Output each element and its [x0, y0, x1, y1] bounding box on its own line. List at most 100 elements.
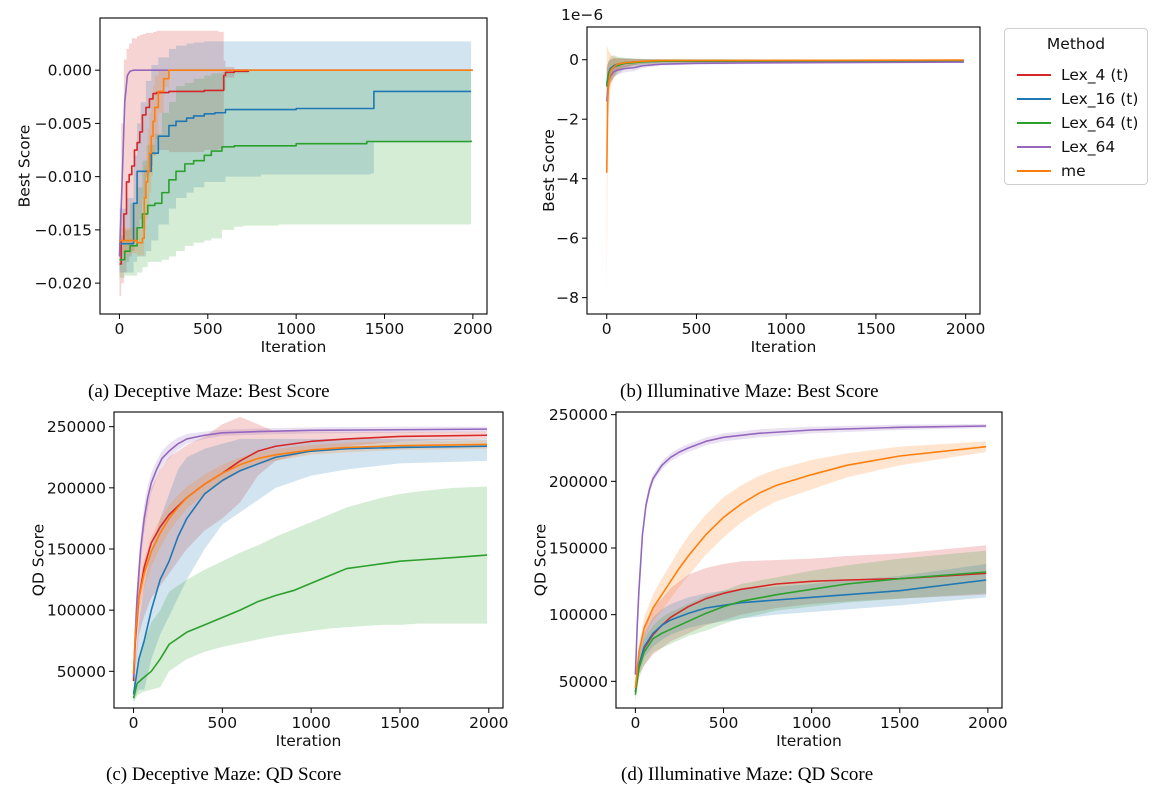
xtick-label-b-1: 500 — [682, 320, 712, 338]
line-lex-16-t-a — [119, 90, 472, 245]
caption-a: (a) Deceptive Maze: Best Score — [88, 381, 330, 402]
ytick-label-b-2: −4 — [556, 170, 579, 188]
ytick-label-b-4: 0 — [569, 51, 579, 69]
ytick-label-d-4: 250000 — [549, 406, 608, 424]
band-lex-64-t-d — [635, 550, 987, 702]
legend-entry-lex64: Lex_64 — [1017, 135, 1115, 159]
legend-title: Method — [1046, 35, 1106, 53]
xtick-label-b-3: 1500 — [856, 320, 895, 338]
legend-entry-me: me — [1017, 159, 1086, 183]
xtick-label-d-2: 1000 — [792, 714, 831, 732]
legend-entry-lex64t: Lex_64 (t) — [1017, 111, 1138, 135]
line-lex-64-d — [634, 425, 987, 675]
chart-d: 0 500 1000 1500 2000 50000 100000 150000 200000 2… — [532, 406, 1008, 750]
legend-swatch-lex64 — [1017, 146, 1051, 148]
legend-swatch-lex64t — [1017, 122, 1051, 124]
xtick-label-d-0: 0 — [630, 714, 640, 732]
band-lex-4-t-a — [119, 30, 249, 296]
line-lex-64-t-c — [132, 554, 488, 699]
chart-c: 0 500 1000 1500 2000 50000 100000 150000 200000 2… — [30, 411, 509, 750]
band-lex-16-t-d — [635, 564, 987, 698]
ylabel-b: Best Score — [540, 129, 558, 212]
xtick-label-a-2: 1000 — [276, 320, 315, 338]
chart-b: 0 500 1000 1500 2000 −8 −6 −4 −2 0 Iteration Best S… — [540, 6, 985, 356]
ytick-label-d-2: 150000 — [549, 540, 608, 558]
line-lex-64-t-a — [119, 140, 472, 261]
line-me-b — [605, 59, 964, 173]
plot-area-a — [118, 30, 473, 296]
ylabel-a: Best Score — [16, 125, 34, 208]
ytick-label-c-1: 100000 — [47, 602, 106, 620]
ytick-label-b-1: −6 — [556, 230, 579, 248]
xtick-label-d-1: 500 — [709, 714, 739, 732]
xtick-label-c-0: 0 — [129, 714, 139, 732]
xtick-label-a-4: 2000 — [453, 320, 492, 338]
plot-area-c — [132, 416, 488, 704]
ytick-label-b-0: −8 — [556, 289, 579, 307]
ytick-label-a-1: −0.015 — [35, 221, 92, 239]
xtick-label-d-3: 1500 — [880, 714, 919, 732]
line-lex-64-a — [118, 69, 473, 257]
band-lex-4-t-d — [635, 545, 987, 698]
axes-frame-c — [113, 411, 504, 709]
xtick-label-c-1: 500 — [208, 714, 238, 732]
plot-area-b — [605, 44, 964, 301]
line-lex-16-t-c — [132, 445, 488, 695]
band-lex-64-b — [606, 61, 964, 117]
legend-label-lex64t: Lex_64 (t) — [1061, 114, 1139, 132]
band-me-d — [635, 441, 987, 692]
band-lex-4-t-b — [606, 58, 964, 111]
ytick-label-d-0: 50000 — [559, 673, 608, 691]
band-lex-4-t-c — [133, 416, 488, 694]
xtick-label-a-3: 1500 — [365, 320, 404, 338]
legend: Method Lex_4 (t) Lex_16 (t) Lex_64 (t) L… — [1004, 28, 1148, 185]
xlabel-a: Iteration — [261, 338, 327, 356]
line-lex-64-c — [132, 428, 488, 678]
chart-a: 0 500 1000 1500 2000 −0.020 −0.015 −0.010 −0.005… — [16, 17, 493, 356]
caption-d: (d) Illuminative Maze: QD Score — [621, 764, 874, 785]
line-lex-64-b — [605, 61, 964, 102]
plot-area-d — [634, 424, 987, 702]
ytick-label-a-3: −0.005 — [35, 115, 92, 133]
band-lex-64-c — [133, 426, 488, 686]
band-me-a — [119, 70, 473, 256]
legend-swatch-me — [1017, 170, 1051, 172]
legend-entry-lex16t: Lex_16 (t) — [1017, 87, 1138, 111]
line-me-d — [634, 445, 987, 689]
legend-swatch-lex16t — [1017, 98, 1051, 100]
ytick-label-d-3: 200000 — [549, 473, 608, 491]
ytick-label-c-2: 150000 — [47, 540, 106, 558]
xtick-label-c-3: 1500 — [380, 714, 419, 732]
ytick-label-c-4: 250000 — [47, 418, 106, 436]
legend-label-me: me — [1061, 162, 1086, 180]
axes-frame-a — [99, 17, 488, 315]
ytick-label-a-0: −0.020 — [35, 275, 92, 293]
xtick-label-b-0: 0 — [602, 320, 612, 338]
xtick-label-a-1: 500 — [193, 320, 223, 338]
band-lex-64-t-a — [119, 70, 472, 278]
line-lex-64-t-d — [634, 571, 987, 695]
caption-b: (b) Illuminative Maze: Best Score — [620, 381, 879, 402]
xtick-label-c-4: 2000 — [469, 714, 508, 732]
xlabel-d: Iteration — [776, 732, 842, 750]
legend-label-lex64: Lex_64 — [1061, 138, 1116, 156]
offset-label-b: 1e−6 — [561, 6, 603, 24]
ytick-label-b-3: −2 — [556, 111, 579, 129]
band-me-b — [606, 44, 964, 301]
ytick-label-d-1: 100000 — [549, 606, 608, 624]
ytick-label-c-0: 50000 — [57, 663, 106, 681]
band-lex-64-t-c — [133, 486, 488, 704]
line-me-a — [119, 69, 473, 244]
band-lex-16-t-c — [133, 438, 488, 701]
xlabel-b: Iteration — [751, 338, 817, 356]
xlabel-c: Iteration — [276, 732, 342, 750]
ytick-label-a-4: 0.000 — [48, 62, 92, 80]
band-lex-16-t-a — [119, 41, 472, 273]
legend-label-lex16t: Lex_16 (t) — [1061, 90, 1139, 108]
xtick-label-d-4: 2000 — [968, 714, 1007, 732]
xtick-label-c-2: 1000 — [291, 714, 330, 732]
line-me-c — [132, 443, 488, 674]
legend-swatch-lex4t — [1017, 74, 1051, 76]
ylabel-d: QD Score — [532, 524, 550, 596]
